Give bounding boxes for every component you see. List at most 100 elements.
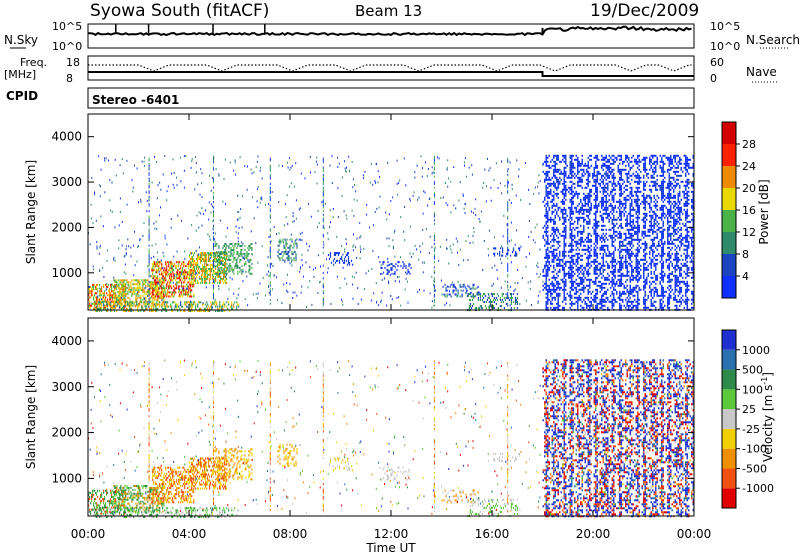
echo-cell [593, 272, 595, 275]
echo-cell [219, 262, 221, 265]
echo-cell [596, 236, 598, 239]
echo-cell [213, 293, 214, 296]
echo-cell [203, 303, 205, 306]
echo-cell [434, 246, 436, 249]
echo-cell [347, 255, 350, 258]
echo-cell [584, 164, 586, 167]
echo-cell [158, 290, 160, 293]
echo-cell [220, 270, 222, 273]
echo-cell [276, 233, 277, 235]
echo-cell [586, 210, 588, 213]
echo-cell [589, 272, 591, 275]
echo-cell [356, 237, 358, 240]
echo-cell [578, 170, 580, 173]
echo-cell [99, 298, 101, 301]
echo-cell [359, 236, 361, 239]
echo-cell [457, 240, 459, 243]
echo-cell [338, 261, 341, 264]
echo-cell [433, 213, 435, 216]
echo-cell [269, 164, 271, 167]
echo-cell [433, 288, 435, 291]
echo-cell [158, 261, 160, 264]
echo-cell [287, 166, 289, 169]
echo-cell [171, 293, 173, 296]
echo-cell [551, 254, 553, 257]
echo-cell [113, 256, 115, 259]
echo-cell [575, 240, 577, 243]
echo-cell [202, 303, 204, 306]
echo-cell [217, 268, 219, 271]
echo-cell [199, 277, 201, 280]
echo-cell [544, 244, 546, 247]
echo-cell [269, 299, 271, 302]
echo-cell [542, 270, 544, 273]
echo-cell [557, 246, 559, 249]
echo-cell [144, 281, 146, 284]
echo-cell [213, 232, 214, 234]
echo-cell [390, 295, 392, 297]
echo-cell [550, 292, 552, 295]
echo-cell [241, 249, 243, 251]
echo-cell [91, 302, 93, 305]
echo-cell [322, 175, 324, 178]
echo-cell [190, 266, 192, 268]
echo-cell [595, 164, 597, 167]
echo-cell [152, 287, 154, 290]
echo-cell [457, 294, 459, 297]
echo-cell [249, 266, 251, 269]
echo-cell [568, 272, 570, 275]
echo-cell [551, 238, 553, 241]
echo-cell [191, 265, 193, 268]
echo-cell [602, 256, 604, 259]
echo-cell [210, 264, 212, 266]
echo-cell [196, 266, 198, 268]
echo-cell [580, 230, 582, 233]
echo-cell [103, 294, 105, 297]
echo-cell [432, 171, 434, 174]
echo-cell [164, 279, 166, 282]
echo-cell [199, 307, 201, 310]
echo-cell [545, 278, 547, 281]
echo-cell [457, 289, 459, 292]
echo-cell [589, 280, 591, 283]
echo-cell [110, 292, 112, 295]
echo-cell [171, 269, 173, 272]
echo-cell [162, 251, 164, 254]
echo-cell [233, 268, 235, 271]
echo-cell [472, 285, 474, 288]
echo-cell [238, 243, 240, 245]
echo-cell [121, 279, 123, 282]
echo-cell [176, 184, 178, 187]
echo-cell [486, 299, 488, 301]
echo-cell [532, 239, 534, 242]
echo-cell [96, 288, 98, 291]
echo-cell [181, 283, 183, 286]
echo-cell [584, 186, 586, 189]
echo-cell [572, 274, 574, 277]
echo-cell [146, 292, 148, 295]
echo-cell [137, 303, 139, 306]
echo-cell [146, 210, 148, 213]
echo-cell [565, 230, 567, 233]
echo-cell [393, 231, 395, 234]
echo-cell [148, 294, 150, 297]
echo-cell [559, 288, 561, 291]
echo-cell [113, 285, 115, 288]
echo-cell [472, 283, 474, 286]
echo-cell [596, 234, 598, 237]
echo-cell [461, 295, 463, 298]
echo-cell [593, 218, 595, 221]
echo-cell [408, 265, 410, 267]
echo-cell [109, 179, 111, 182]
echo-cell [370, 299, 372, 302]
echo-cell [587, 184, 589, 187]
echo-cell [386, 268, 388, 271]
echo-cell [221, 277, 223, 280]
echo-cell [562, 212, 564, 215]
echo-cell [117, 298, 119, 301]
echo-cell [232, 270, 234, 273]
echo-cell [215, 252, 217, 255]
echo-cell [189, 283, 191, 286]
echo-cell [156, 293, 158, 296]
echo-cell [571, 174, 573, 177]
